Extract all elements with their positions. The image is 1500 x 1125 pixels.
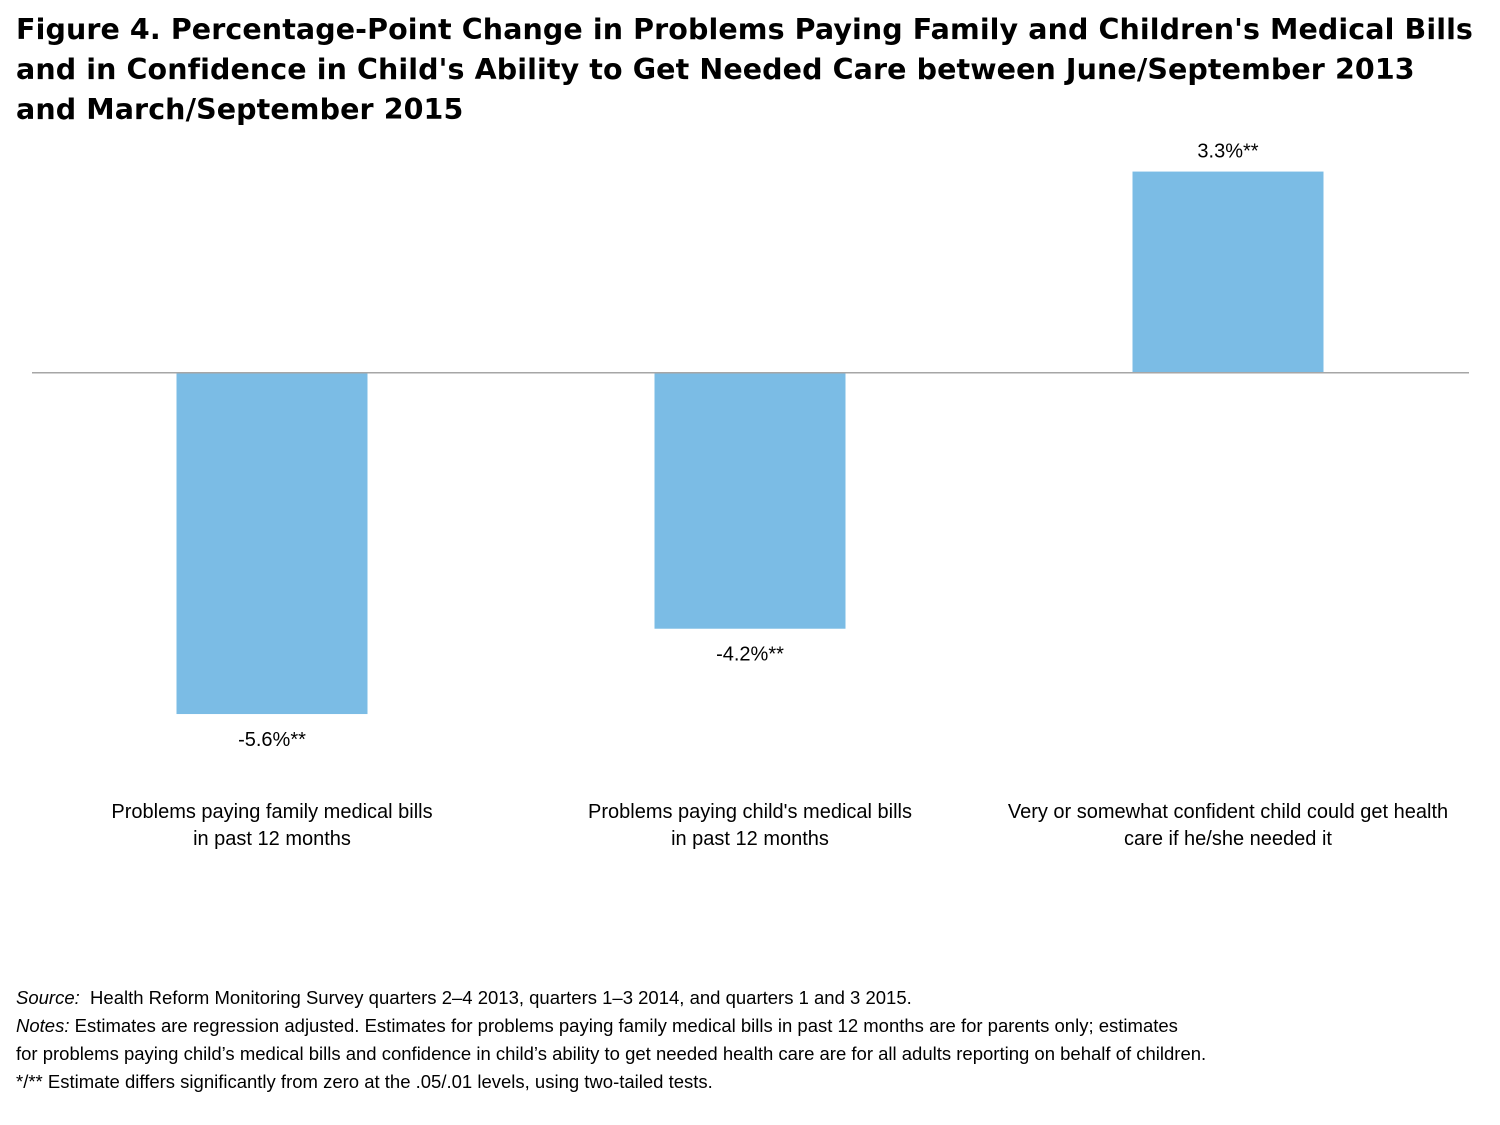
chart-title: Figure 4. Percentage-Point Change in Pro… [16, 10, 1486, 130]
source-note: Source: Health Reform Monitoring Survey … [16, 984, 1486, 1012]
category-label-3-line-2: care if he/she needed it [1124, 828, 1332, 850]
data-label-3: 3.3%** [1197, 141, 1258, 163]
source-label: Source: [16, 987, 80, 1008]
category-label-3-line-1: Very or somewhat confident child could g… [1007, 801, 1449, 823]
bar-2 [654, 372, 846, 629]
significance-note: */** Estimate differs significantly from… [16, 1071, 713, 1092]
data-labels-group: -5.6%** -4.2%** 3.3%** [238, 141, 1259, 751]
bars-group [176, 171, 1324, 715]
bar-3 [1132, 171, 1324, 373]
data-label-1: -5.6%** [238, 729, 306, 751]
notes-line-2: for problems paying child’s medical bill… [16, 1043, 1207, 1064]
notes-line-1: Notes: Estimates are regression adjusted… [16, 1012, 1486, 1040]
bar-1 [176, 372, 368, 715]
category-label-1-line-2: in past 12 months [193, 828, 351, 850]
footnotes: Source: Health Reform Monitoring Survey … [16, 984, 1486, 1096]
chart-title-line-1: Figure 4. Percentage-Point Change in Pro… [16, 13, 1473, 46]
chart-title-line-3: and March/September 2015 [16, 93, 464, 126]
category-label-1: Problems paying family medical bills in … [22, 799, 522, 853]
notes-label: Notes: [16, 1015, 70, 1036]
category-label-2: Problems paying child's medical bills in… [500, 799, 1000, 853]
category-label-3: Very or somewhat confident child could g… [978, 799, 1478, 853]
category-label-1-line-1: Problems paying family medical bills [111, 801, 433, 823]
source-text: Health Reform Monitoring Survey quarters… [90, 987, 912, 1008]
notes-text-1: Estimates are regression adjusted. Estim… [74, 1015, 1178, 1036]
category-label-2-line-1: Problems paying child's medical bills [588, 801, 912, 823]
category-label-2-line-2: in past 12 months [671, 828, 829, 850]
data-label-2: -4.2%** [716, 644, 784, 666]
chart-title-line-2: and in Confidence in Child's Ability to … [16, 53, 1415, 86]
